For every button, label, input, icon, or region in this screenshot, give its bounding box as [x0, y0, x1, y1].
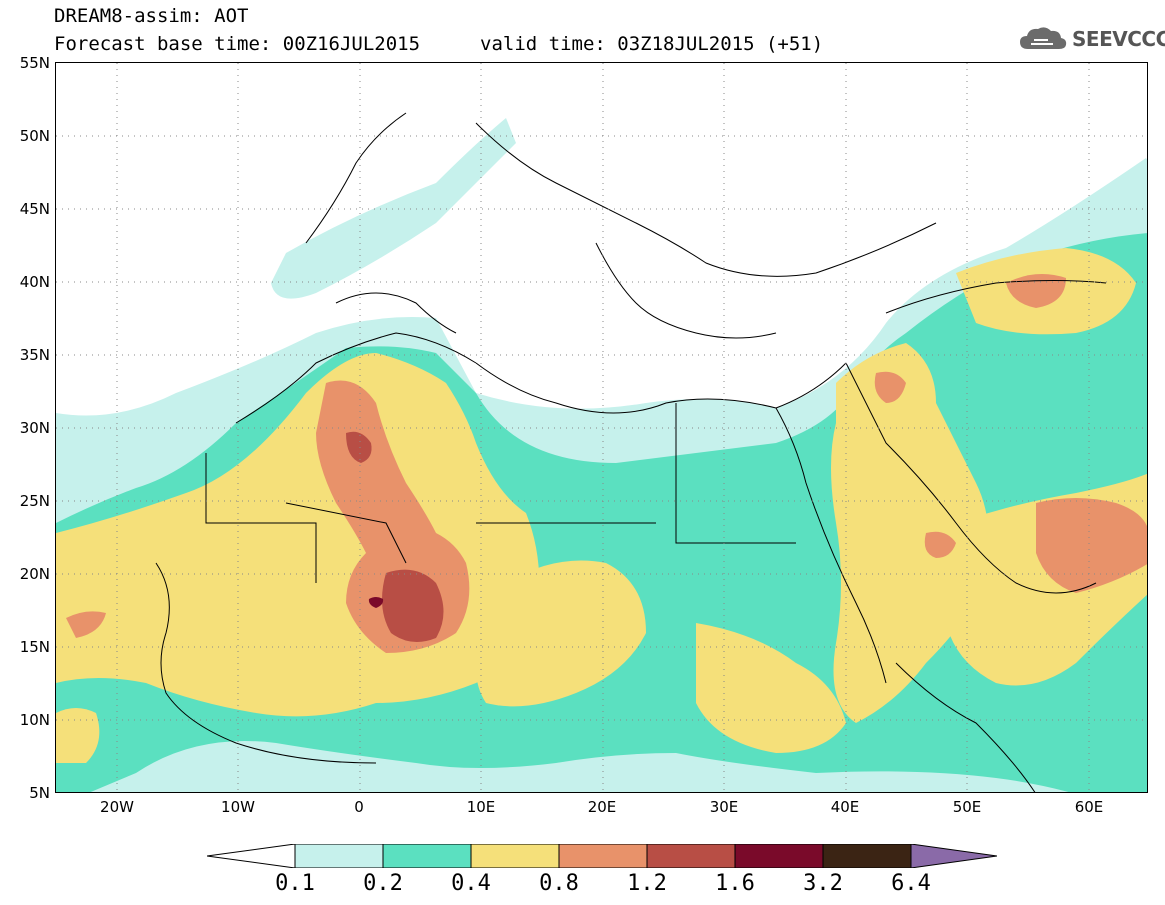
lat-label: 55N: [19, 54, 50, 72]
colorbar-label: 3.2: [803, 871, 843, 896]
lat-label: 20N: [19, 565, 50, 583]
lat-label: 30N: [19, 419, 50, 437]
lat-label: 35N: [19, 346, 50, 364]
colorbar-label: 0.4: [451, 871, 491, 896]
cloud-icon: [1020, 27, 1067, 49]
lon-label: 10E: [466, 798, 496, 816]
lon-label: 20W: [100, 798, 134, 816]
lon-label: 50E: [952, 798, 982, 816]
colorbar-segment: [470, 844, 560, 868]
map-title: DREAM8-assim: AOT: [54, 5, 249, 27]
colorbar-label: 1.2: [627, 871, 667, 896]
colorbar-segment: [822, 844, 912, 868]
colorbar-label: 0.8: [539, 871, 579, 896]
lon-label: 10W: [221, 798, 255, 816]
lon-label: 0: [354, 798, 364, 816]
colorbar-segment-above: [910, 844, 997, 868]
colorbar-segment: [646, 844, 736, 868]
colorbar-label: 6.4: [891, 871, 931, 896]
lon-label: 60E: [1074, 798, 1104, 816]
forecast-base-time: Forecast base time: 00Z16JUL2015: [54, 33, 421, 55]
graticule: [56, 63, 1147, 792]
lat-label: 25N: [19, 492, 50, 510]
lat-label: 40N: [19, 273, 50, 291]
lon-label: 40E: [830, 798, 860, 816]
country-borders: [155, 112, 1107, 792]
colorbar-label: 0.2: [363, 871, 403, 896]
colorbar-segment: [558, 844, 648, 868]
colorbar-segment: [734, 844, 824, 868]
colorbar: [207, 844, 997, 868]
aot-level-extreme: [368, 597, 384, 608]
colorbar-label: 0.1: [275, 871, 315, 896]
colorbar-segment-below: [207, 844, 296, 868]
colorbar-segment: [294, 844, 384, 868]
lon-label: 20E: [587, 798, 617, 816]
lat-label: 45N: [19, 200, 50, 218]
aot-level-very-high: [346, 431, 444, 642]
seevccc-logo: SEEVCCC: [1018, 24, 1165, 54]
aot-map: [55, 62, 1148, 793]
colorbar-label: 1.6: [715, 871, 755, 896]
lat-label: 10N: [19, 711, 50, 729]
lat-label: 15N: [19, 638, 50, 656]
lon-label: 30E: [709, 798, 739, 816]
valid-time: valid time: 03Z18JUL2015 (+51): [480, 33, 824, 55]
logo-text: SEEVCCC: [1072, 27, 1165, 51]
lat-label: 5N: [29, 784, 50, 802]
colorbar-segment: [382, 844, 472, 868]
lat-label: 50N: [19, 127, 50, 145]
aot-map-field: [56, 63, 1147, 792]
